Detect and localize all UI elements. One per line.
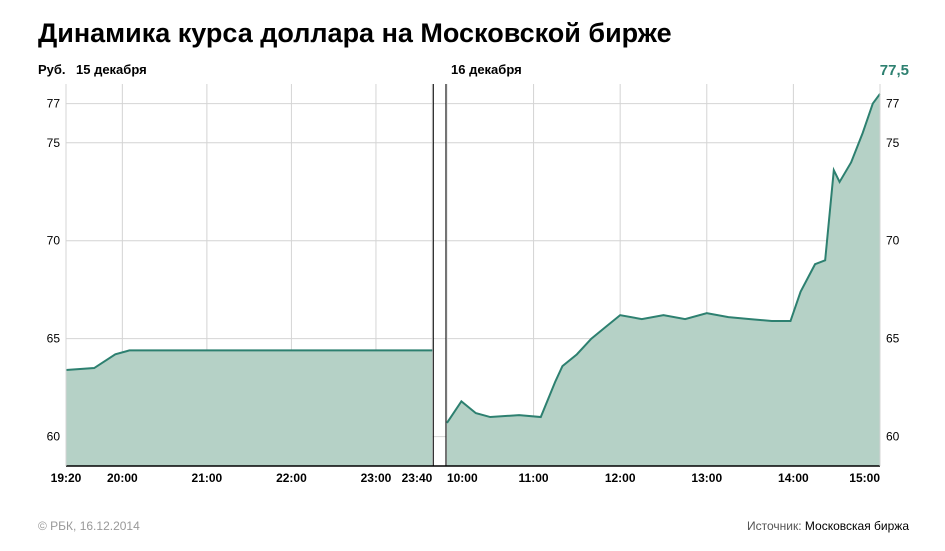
svg-text:60: 60 bbox=[886, 430, 900, 444]
svg-text:23:00: 23:00 bbox=[361, 471, 392, 485]
svg-text:70: 70 bbox=[886, 234, 900, 248]
svg-text:21:00: 21:00 bbox=[192, 471, 223, 485]
source-text: Источник: Московская биржа bbox=[747, 519, 909, 533]
svg-text:60: 60 bbox=[47, 430, 61, 444]
svg-text:75: 75 bbox=[47, 136, 61, 150]
credit-text: © РБК, 16.12.2014 bbox=[38, 519, 140, 533]
final-value-label: 77,5 bbox=[880, 62, 909, 79]
svg-text:77: 77 bbox=[47, 97, 61, 111]
svg-text:65: 65 bbox=[47, 332, 61, 346]
svg-text:70: 70 bbox=[47, 234, 61, 248]
svg-text:10:00: 10:00 bbox=[447, 471, 478, 485]
svg-text:11:00: 11:00 bbox=[519, 471, 549, 485]
svg-text:20:00: 20:00 bbox=[107, 471, 138, 485]
svg-text:14:00: 14:00 bbox=[778, 471, 809, 485]
svg-text:23:40: 23:40 bbox=[402, 471, 433, 485]
source-prefix: Источник: bbox=[747, 519, 802, 533]
y-axis-label: Руб. bbox=[38, 62, 66, 77]
chart-area: 60 60 65 65 70 70 75 75 77 77 19:20 20:00 21:00 22:00… bbox=[38, 80, 908, 490]
svg-text:13:00: 13:00 bbox=[691, 471, 722, 485]
day2-label: 16 декабря bbox=[451, 62, 522, 77]
svg-text:77: 77 bbox=[886, 97, 900, 111]
svg-text:19:20: 19:20 bbox=[51, 471, 82, 485]
svg-text:75: 75 bbox=[886, 136, 900, 150]
source-name: Московская биржа bbox=[805, 519, 909, 533]
svg-text:22:00: 22:00 bbox=[276, 471, 307, 485]
svg-text:65: 65 bbox=[886, 332, 900, 346]
day1-label: 15 декабря bbox=[76, 62, 147, 77]
svg-text:12:00: 12:00 bbox=[605, 471, 636, 485]
chart-title: Динамика курса доллара на Московской бир… bbox=[38, 18, 672, 49]
chart-svg: 60 60 65 65 70 70 75 75 77 77 19:20 20:00 21:00 22:00… bbox=[38, 80, 908, 490]
svg-text:15:00: 15:00 bbox=[849, 471, 880, 485]
